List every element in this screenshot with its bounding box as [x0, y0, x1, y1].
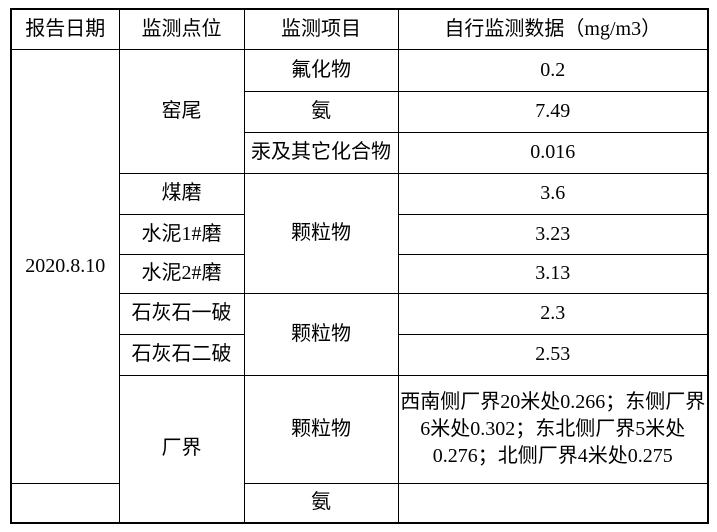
point-cell-plant-boundary: 厂界	[118, 374, 245, 524]
value-cell-cement-mill-1: 3.23	[397, 213, 709, 255]
table-row: 煤磨 颗粒物 3.6	[11, 172, 709, 294]
value-cell-cement-mill-2: 3.13	[397, 253, 709, 294]
header-monitoring-item: 监测项目	[243, 8, 399, 50]
value-cell-fluoride: 0.2	[397, 48, 709, 92]
item-cell-fluoride: 氟化物	[243, 48, 399, 92]
item-cell-particulate-crushers: 颗粒物	[243, 292, 399, 376]
table-row: 氨	[10, 482, 709, 524]
point-cell-limestone-crusher-1: 石灰石一破	[118, 292, 245, 335]
header-report-date: 报告日期	[10, 8, 120, 50]
table-header-row: 报告日期 监测点位 监测项目 自行监测数据（mg/m3）	[10, 8, 709, 50]
item-cell-particulate-boundary: 颗粒物	[243, 374, 399, 484]
header-monitoring-point: 监测点位	[118, 8, 245, 50]
point-cell-cement-mill-2: 水泥2#磨	[118, 253, 245, 294]
monitoring-report-table-container: 报告日期 监测点位 监测项目 自行监测数据（mg/m3） 2020.8.10 窑…	[10, 8, 709, 524]
point-cell-limestone-crusher-2: 石灰石二破	[118, 333, 245, 376]
point-cell-kiln-tail: 窑尾	[118, 48, 245, 174]
table-row: 厂界 颗粒物 西南侧厂界20米处0.266；东侧厂界6米处0.302；东北侧厂界…	[11, 374, 709, 524]
item-cell-ammonia: 氨	[243, 90, 399, 133]
table-row: 氨 7.49	[11, 90, 709, 133]
table-row: 水泥2#磨 3.13	[11, 253, 709, 294]
value-cell-coal-mill: 3.6	[397, 172, 709, 215]
point-cell-coal-mill: 煤磨	[118, 172, 245, 215]
value-cell-mercury-compounds: 0.016	[397, 131, 709, 174]
item-cell-mercury-compounds: 汞及其它化合物	[243, 131, 399, 174]
table-row: 汞及其它化合物 0.016	[11, 131, 709, 174]
empty-date-cell	[10, 482, 120, 524]
table-row: 石灰石一破 颗粒物 2.3	[11, 292, 709, 376]
table-row: 水泥1#磨 3.23	[11, 213, 709, 255]
monitoring-data-table: 报告日期 监测点位 监测项目 自行监测数据（mg/m3） 2020.8.10 窑…	[10, 8, 709, 524]
item-cell-ammonia-boundary: 氨	[243, 482, 399, 524]
value-cell-limestone-crusher-1: 2.3	[397, 292, 709, 335]
table-row: 2020.8.10 窑尾 氟化物 0.2	[10, 48, 709, 484]
table-row: 石灰石二破 2.53	[11, 333, 709, 376]
item-cell-particulate-mills: 颗粒物	[243, 172, 399, 294]
value-cell-ammonia-boundary	[397, 482, 709, 524]
value-cell-particulate-boundary: 西南侧厂界20米处0.266；东侧厂界6米处0.302；东北侧厂界5米处0.27…	[397, 374, 709, 484]
value-cell-ammonia: 7.49	[397, 90, 709, 133]
point-cell-cement-mill-1: 水泥1#磨	[118, 213, 245, 255]
header-monitoring-data: 自行监测数据（mg/m3）	[397, 8, 709, 50]
value-cell-limestone-crusher-2: 2.53	[397, 333, 709, 376]
report-date-cell: 2020.8.10	[10, 48, 120, 484]
